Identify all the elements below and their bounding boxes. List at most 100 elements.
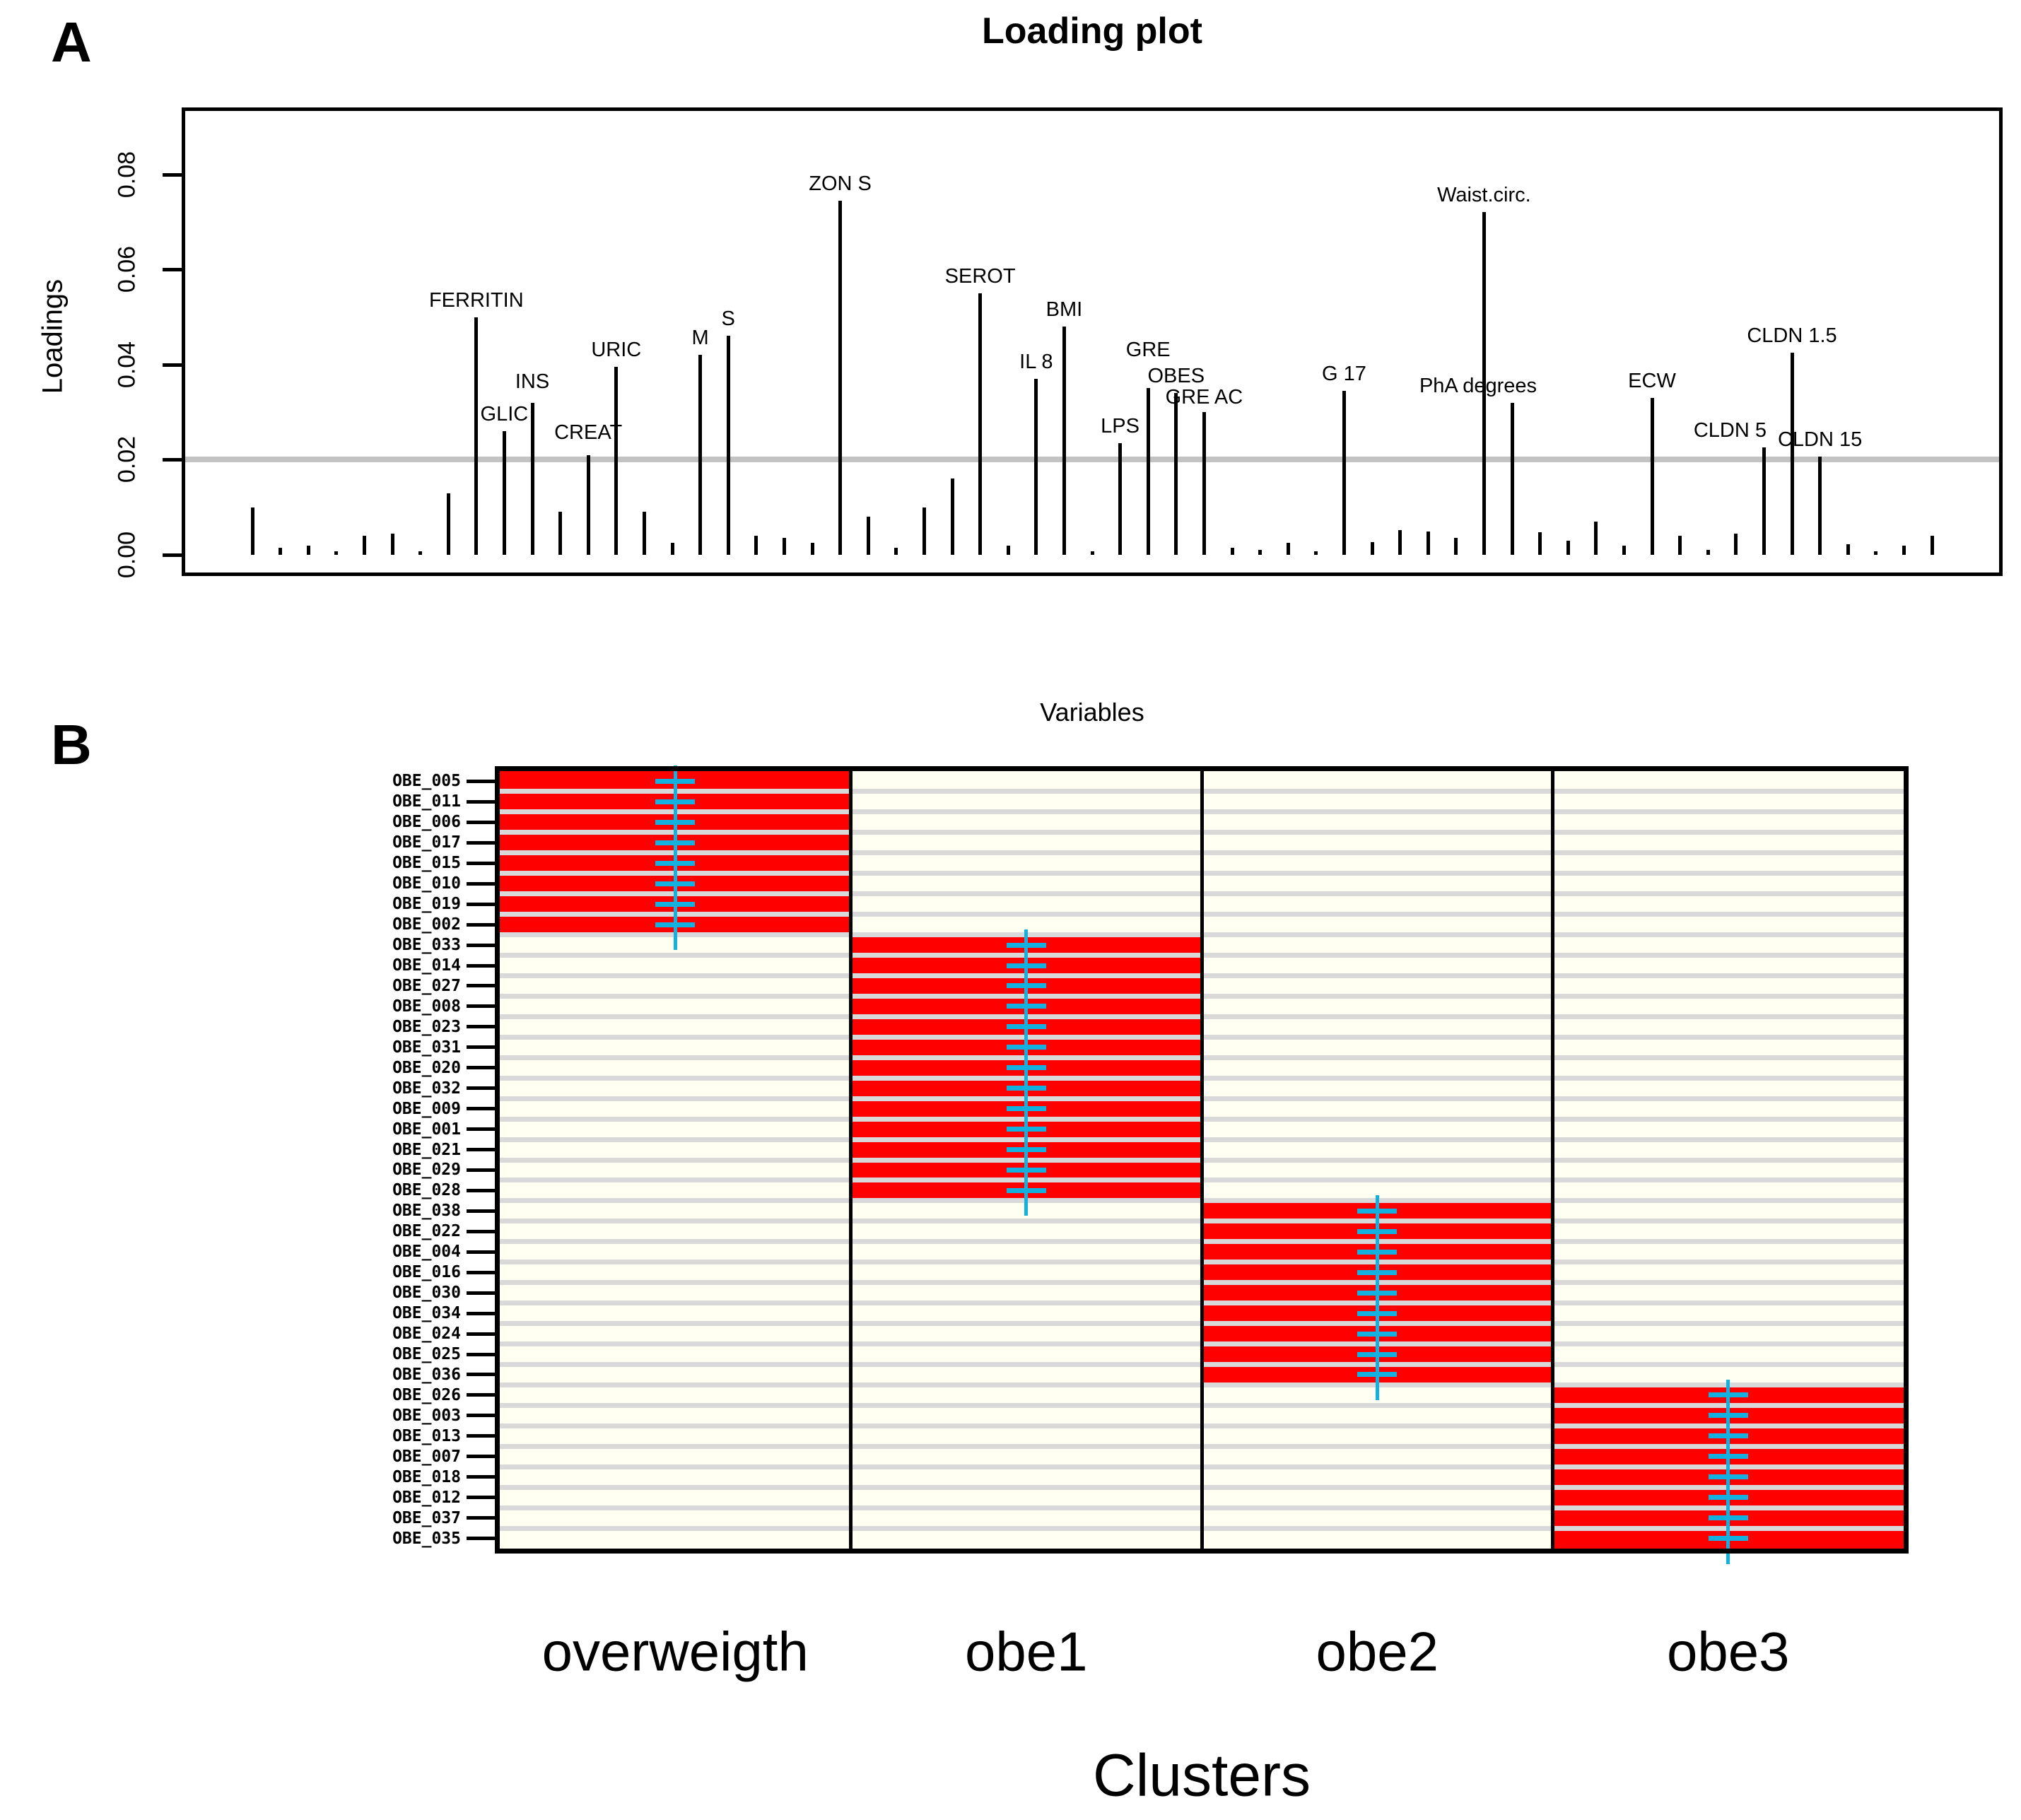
row-label: OBE_030	[392, 1284, 461, 1303]
marker-dash	[1006, 942, 1046, 948]
loading-bar	[642, 512, 646, 555]
bar-label: G 17	[1321, 362, 1366, 385]
marker-dash	[655, 860, 696, 866]
loading-bar	[1342, 390, 1346, 555]
row-tick	[467, 963, 500, 968]
y-axis-tick	[163, 363, 185, 367]
row-tick	[467, 1188, 500, 1192]
row-label: OBE_007	[392, 1447, 461, 1466]
row-tick	[467, 943, 500, 947]
marker-dash	[1708, 1515, 1748, 1521]
row-label: OBE_026	[392, 1385, 461, 1404]
row-label: OBE_020	[392, 1058, 461, 1077]
marker-dash	[1006, 1127, 1046, 1132]
row-label: OBE_038	[392, 1202, 461, 1221]
row-tick	[467, 1209, 500, 1213]
row-label: OBE_009	[392, 1099, 461, 1118]
marker-dash	[1357, 1331, 1398, 1337]
marker-dash	[1357, 1249, 1398, 1255]
marker-dash	[1708, 1495, 1748, 1501]
row-tick	[467, 1434, 500, 1438]
loading-bar	[390, 533, 394, 555]
row-label: OBE_033	[392, 936, 461, 955]
cluster-x-label: obe1	[964, 1620, 1088, 1683]
loading-bar	[1118, 442, 1123, 555]
loading-bar	[1454, 537, 1458, 555]
bar-label: Waist.circ.	[1437, 184, 1531, 207]
bar-label: IL 8	[1019, 350, 1053, 373]
marker-line	[673, 765, 677, 951]
row-tick	[467, 1004, 500, 1009]
row-label: OBE_008	[392, 997, 461, 1016]
loading-bar	[978, 293, 983, 555]
loading-bar	[1258, 550, 1263, 555]
row-label: OBE_012	[392, 1488, 461, 1507]
loading-bar	[1734, 533, 1738, 555]
row-tick	[467, 1352, 500, 1356]
row-label: OBE_036	[392, 1365, 461, 1384]
row-label: OBE_017	[392, 833, 461, 852]
row-tick	[467, 779, 500, 783]
bar-label: LPS	[1101, 414, 1140, 438]
loading-bar	[894, 547, 898, 555]
bar-label: ZON S	[809, 172, 872, 195]
loading-bar	[418, 551, 423, 555]
loading-bar	[782, 538, 786, 555]
y-axis-tick	[163, 458, 185, 462]
marker-dash	[1357, 1269, 1398, 1275]
bar-label: M	[691, 327, 709, 350]
marker-dash	[1708, 1433, 1748, 1439]
loading-bar	[1090, 551, 1094, 555]
row-tick	[467, 902, 500, 906]
row-label: OBE_025	[392, 1345, 461, 1363]
marker-dash	[1708, 1536, 1748, 1542]
marker-dash	[655, 799, 696, 804]
row-tick	[467, 1414, 500, 1418]
loading-bar	[1902, 545, 1906, 555]
loading-bar	[474, 317, 479, 555]
marker-dash	[655, 819, 696, 825]
row-tick	[467, 840, 500, 845]
row-tick	[467, 881, 500, 886]
row-tick	[467, 1516, 500, 1520]
row-tick	[467, 1148, 500, 1152]
loading-bar	[1874, 551, 1878, 555]
loading-bar	[1762, 447, 1766, 555]
bar-label: ECW	[1628, 369, 1676, 392]
loading-bar	[1510, 402, 1514, 555]
row-label: OBE_024	[392, 1325, 461, 1344]
y-axis-tick	[163, 268, 185, 272]
loading-bar	[1062, 326, 1066, 555]
loading-bar	[726, 336, 730, 555]
row-label: OBE_013	[392, 1426, 461, 1445]
loading-bar	[1314, 551, 1318, 555]
loading-bar	[866, 517, 870, 555]
loading-bar	[1286, 543, 1290, 555]
marker-dash	[655, 901, 696, 907]
row-label: OBE_023	[392, 1017, 461, 1036]
panel-a-x-axis-title: Variables	[1040, 698, 1144, 727]
row-label: OBE_018	[392, 1467, 461, 1486]
row-label: OBE_011	[392, 792, 461, 811]
row-tick	[467, 1229, 500, 1233]
marker-dash	[1006, 1086, 1046, 1091]
row-tick	[467, 1291, 500, 1295]
loading-bar	[1230, 547, 1234, 555]
marker-dash	[655, 922, 696, 927]
marker-dash	[1357, 1372, 1398, 1378]
marker-dash	[1006, 1004, 1046, 1009]
column-divider	[1551, 771, 1554, 1549]
row-tick	[467, 1107, 500, 1111]
threshold-line	[185, 457, 1999, 463]
row-tick	[467, 861, 500, 865]
marker-dash	[1006, 1187, 1046, 1193]
row-tick	[467, 1270, 500, 1274]
row-tick	[467, 1496, 500, 1500]
marker-dash	[655, 881, 696, 886]
marker-dash	[1357, 1228, 1398, 1234]
cluster-x-label: obe2	[1316, 1620, 1439, 1683]
loading-bar	[1818, 456, 1822, 555]
bar-label: GRE AC	[1165, 386, 1243, 409]
marker-dash	[1708, 1413, 1748, 1419]
